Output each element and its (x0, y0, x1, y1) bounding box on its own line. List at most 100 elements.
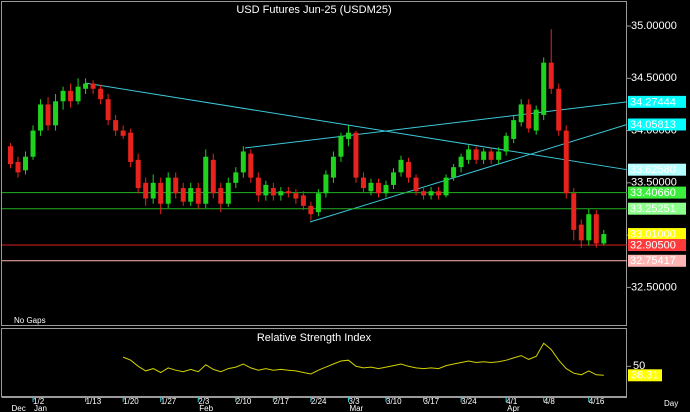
x-unit: Day (664, 399, 678, 408)
candle-body (113, 120, 119, 131)
candle-body (353, 132, 359, 178)
candle-body (300, 195, 306, 206)
candle-body (225, 182, 231, 204)
price-label: 33.62580 (630, 164, 676, 176)
candle-body (593, 214, 599, 244)
candle-body (135, 159, 141, 189)
candle-body (195, 188, 201, 204)
candle-body (443, 177, 449, 196)
candle-body (368, 182, 374, 192)
candle-body (270, 188, 276, 196)
candle-body (8, 146, 13, 165)
candle-body (413, 177, 419, 192)
rsi-title: Relative Strength Index (257, 332, 372, 344)
x-tick-label: 4/16 (589, 397, 605, 406)
candle-body (578, 224, 584, 241)
x-tick-label: 3/17 (424, 397, 440, 406)
x-tick-label: 2/10 (236, 397, 252, 406)
trend-line (309, 124, 628, 223)
candle-body (473, 149, 479, 160)
price-label-box (628, 95, 686, 108)
candle-body (285, 191, 291, 194)
month-label: Dec (12, 404, 26, 412)
candle-body (436, 191, 442, 196)
candle-body (98, 88, 104, 100)
candle-body (488, 151, 494, 160)
candle-body (541, 62, 547, 115)
price-label: 33.25251 (630, 203, 676, 215)
price-label-box (628, 186, 686, 199)
candle-body (391, 172, 397, 185)
candle-body (526, 104, 532, 129)
candle-body (428, 191, 434, 196)
candle-body (15, 161, 21, 173)
y-tick-label: 33.50000 (631, 177, 677, 189)
x-tick-label: 2/24 (311, 397, 327, 406)
y-tick-label: 50 (633, 360, 645, 372)
candle-body (128, 132, 134, 162)
candle-body (345, 132, 351, 139)
candle-body (173, 177, 179, 194)
candle-body (406, 161, 412, 178)
y-tick-label: 35.00000 (631, 20, 677, 32)
x-tick-label: 2/3 (198, 397, 210, 406)
candle-body (375, 182, 381, 194)
candle-body (458, 156, 464, 168)
candle-body (503, 135, 509, 152)
note: No Gaps (14, 316, 46, 325)
candle-body (278, 191, 284, 196)
candle-body (165, 177, 171, 204)
price-label: 33.01000 (630, 228, 676, 240)
y-tick-label: 34.50000 (631, 72, 677, 84)
candle-body (556, 88, 562, 131)
candle-body (60, 90, 66, 102)
candle-body (248, 153, 254, 178)
candle-body (330, 156, 336, 178)
candle-body (53, 101, 59, 126)
candle-body (180, 188, 186, 202)
x-tick-label: 3/3 (348, 397, 360, 406)
x-tick-label: 1/13 (86, 397, 102, 406)
x-tick-label: 4/8 (544, 397, 556, 406)
x-tick-label: 3/24 (461, 397, 477, 406)
x-tick-label: 4/1 (506, 397, 518, 406)
candle-body (45, 104, 51, 126)
price-label-box (628, 254, 686, 267)
candle-body (383, 184, 389, 194)
candle-body (360, 177, 366, 189)
price-label: 33.40660 (630, 187, 676, 199)
candle-body (90, 83, 96, 89)
price-label-box (628, 118, 686, 131)
candle-body (466, 149, 472, 160)
candle-body (83, 83, 89, 89)
candle-body (308, 205, 314, 215)
candle-body (511, 120, 517, 139)
rsi-panel-frame (1, 328, 627, 397)
candle-body (338, 135, 344, 157)
candle-body (571, 193, 577, 230)
candle-body (601, 234, 607, 244)
price-label: 34.27444 (630, 96, 676, 108)
candle-body (315, 193, 321, 213)
x-tick-label: 1/20 (123, 397, 139, 406)
candle-body (323, 174, 329, 194)
candle-body (105, 99, 111, 121)
y-tick-label: 32.50000 (631, 281, 677, 293)
rsi-line (122, 342, 604, 376)
candle-body (263, 184, 269, 196)
candle-body (158, 182, 164, 204)
x-tick-label: 2/17 (273, 397, 289, 406)
candle-body (203, 156, 209, 204)
candle-body (481, 151, 487, 160)
month-label: Mar (349, 404, 363, 412)
month-label: Jan (34, 404, 47, 412)
x-tick-label: 3/10 (386, 397, 402, 406)
frame (1, 1, 627, 398)
rsi-label-box (628, 369, 662, 382)
price-label-box (628, 228, 686, 241)
candle-body (23, 156, 29, 171)
x-tick-label: 1/2 (33, 397, 45, 406)
